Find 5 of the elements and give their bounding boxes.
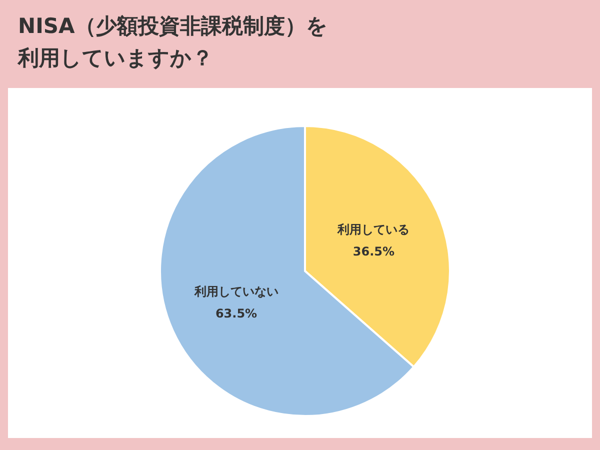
data-label: 63.5% (215, 306, 258, 320)
chart-title: NISA（少額投資非課税制度）を利用していますか？ (18, 13, 329, 72)
slice-label: 利用している (336, 222, 410, 236)
slice-label: 利用していない (193, 284, 278, 298)
data-label: 36.5% (352, 244, 395, 258)
